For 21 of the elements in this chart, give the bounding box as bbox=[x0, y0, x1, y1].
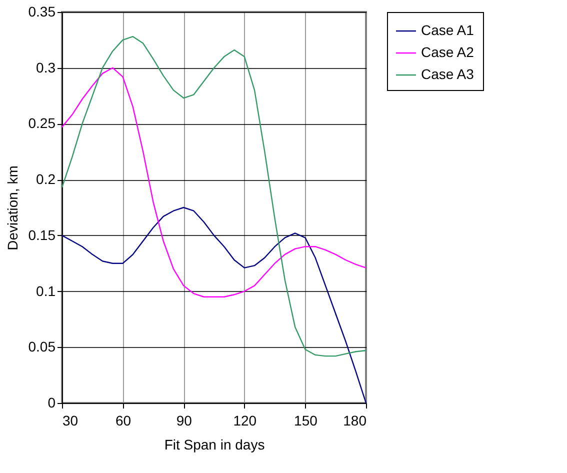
x-axis-title: Fit Span in days bbox=[164, 436, 265, 452]
legend-label: Case A2 bbox=[421, 44, 474, 60]
y-tick-label: 0.1 bbox=[36, 282, 56, 299]
y-tick-label: 0 bbox=[48, 394, 56, 410]
line-series bbox=[61, 36, 367, 357]
line-series bbox=[61, 67, 367, 298]
legend-label: Case A3 bbox=[421, 66, 474, 82]
y-tick-label: 0.25 bbox=[28, 115, 56, 132]
x-tick-label: 60 bbox=[116, 412, 132, 428]
x-tick-label: 90 bbox=[176, 412, 192, 428]
legend-label: Case A1 bbox=[421, 22, 474, 38]
y-tick-label: 0.15 bbox=[28, 226, 56, 243]
x-tick-label: 120 bbox=[233, 412, 257, 428]
x-tick-label: 30 bbox=[62, 412, 78, 428]
x-tick-label: 150 bbox=[294, 412, 318, 428]
y-tick-label: 0.35 bbox=[28, 4, 56, 20]
x-tick-label: 180 bbox=[343, 412, 367, 428]
y-tick-label: 0.3 bbox=[36, 59, 56, 76]
y-tick-label: 0.2 bbox=[36, 171, 56, 188]
y-axis-title: Deviation, km bbox=[4, 166, 20, 250]
y-tick-label: 0.05 bbox=[28, 338, 56, 355]
